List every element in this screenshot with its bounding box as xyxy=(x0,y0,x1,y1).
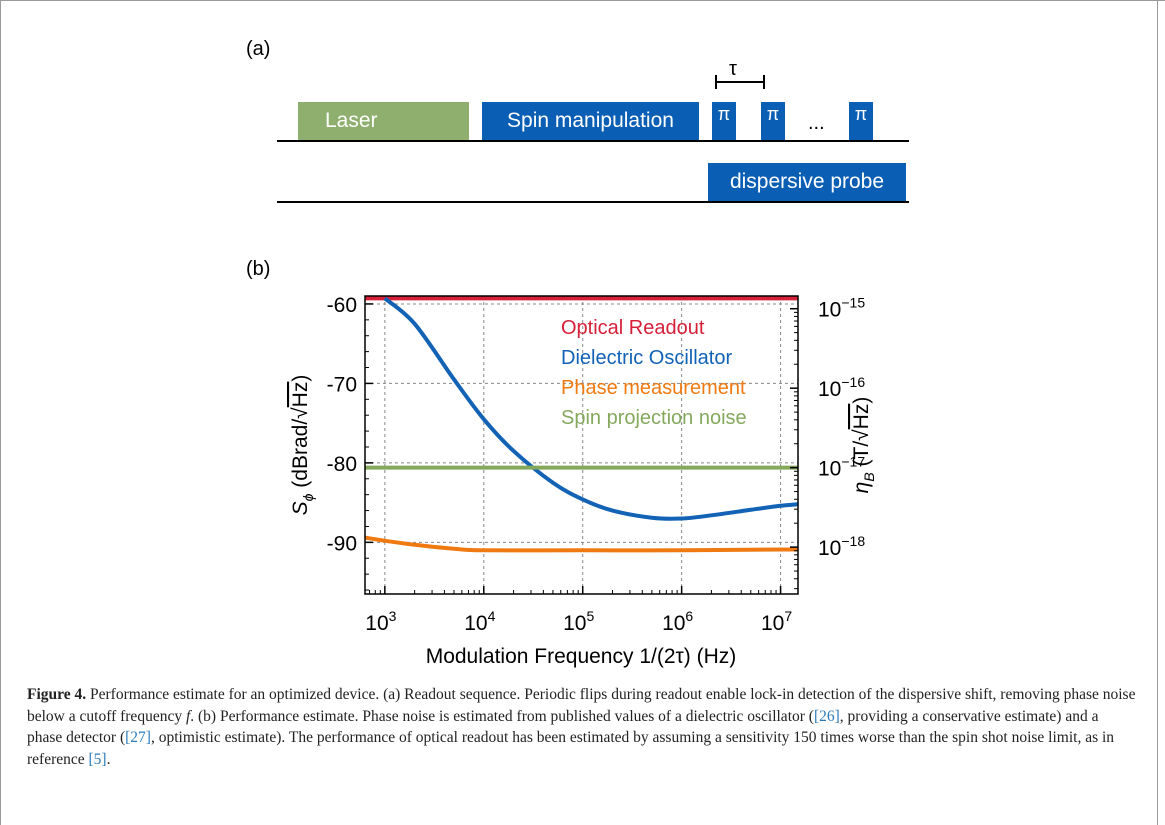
figure-caption: Figure 4. Performance estimate for an op… xyxy=(27,684,1137,770)
pi-pulse-1: π xyxy=(712,102,736,140)
sequence-line-lower xyxy=(277,201,909,203)
spin-manipulation-block: Spin manipulation xyxy=(482,102,699,140)
caption-text-2: . (b) Performance estimate. Phase noise … xyxy=(190,707,814,725)
tau-bar-left-tick xyxy=(715,75,717,89)
svg-text:ηB (T/√Hz): ηB (T/√Hz) xyxy=(850,397,877,494)
right-tick-label: 10−16 xyxy=(818,374,865,401)
tau-label: τ xyxy=(729,58,737,80)
pi-pulse-3: π xyxy=(849,102,873,140)
panel-b-label: (b) xyxy=(246,258,271,280)
ellipsis: ... xyxy=(808,112,825,134)
caption-text-4: , optimistic estimate). The performance … xyxy=(27,729,1115,768)
performance-chart: 103 104 105 106 107 -60 -70 -80 -90 10−15 10−16 10−… xyxy=(289,294,877,668)
x-tick-label: 106 xyxy=(662,608,693,635)
legend-entry: Spin projection noise xyxy=(561,407,747,429)
x-tick-label: 105 xyxy=(563,608,594,635)
caption-text-1: Performance estimate for an optimized de… xyxy=(27,686,1136,725)
frame-right-border xyxy=(1157,0,1158,825)
right-tick-label: 10−15 xyxy=(818,295,865,322)
y-tick-label: -60 xyxy=(327,294,357,317)
axis-layer: 103 104 105 106 107 -60 -70 -80 -90 10−15 10−16 10−… xyxy=(327,294,866,635)
svg-text:Sϕ (dBrad/√Hz): Sϕ (dBrad/√Hz) xyxy=(289,375,316,516)
legend-entry: Dielectric Oscillator xyxy=(561,347,732,369)
series-line-phase-measurement xyxy=(365,535,798,553)
grid-layer xyxy=(365,296,798,594)
caption-ref-27[interactable]: [27] xyxy=(125,729,151,746)
y-axis-right-label: ηB (T/√Hz) xyxy=(850,397,877,494)
legend-entry: Phase measurement xyxy=(561,377,746,399)
caption-ref-5[interactable]: [5] xyxy=(88,750,107,768)
caption-text-5: . xyxy=(106,750,111,768)
caption-text-3: , providing a conservative estimate) and… xyxy=(27,707,1099,747)
y-tick-label: -80 xyxy=(327,453,357,476)
x-axis-label: Modulation Frequency 1/(2τ) (Hz) xyxy=(426,645,737,668)
y-tick-label: -90 xyxy=(327,532,357,555)
laser-block: Laser xyxy=(298,102,469,140)
tau-bar-right-tick xyxy=(763,75,765,89)
y-tick-label: -70 xyxy=(327,373,357,396)
series-line-dielectric-oscillator xyxy=(383,296,798,521)
right-tick-label: 10−17 xyxy=(818,454,865,481)
x-tick-label: 103 xyxy=(365,608,396,635)
right-tick-label: 10−18 xyxy=(818,533,865,560)
legend-entry: Optical Readout xyxy=(561,317,705,339)
caption-ref-26[interactable]: [26] xyxy=(813,707,840,725)
frame-top-border xyxy=(0,0,1165,1)
pi-pulse-2: π xyxy=(761,102,785,140)
caption-figure-label: Figure 4. xyxy=(27,686,87,703)
caption-f: f xyxy=(185,707,191,725)
tau-bar xyxy=(715,81,765,83)
dispersive-probe-block: dispersive probe xyxy=(708,163,906,201)
y-axis-left-label: Sϕ (dBrad/√Hz) xyxy=(289,375,316,516)
panel-a-label: (a) xyxy=(246,38,271,60)
frame-left-border xyxy=(0,0,1,825)
x-tick-label: 104 xyxy=(464,608,495,635)
series-layer xyxy=(365,296,798,553)
legend-layer: Optical Readout Dielectric Oscillator Phas… xyxy=(561,317,747,429)
sequence-line-upper xyxy=(277,140,909,142)
plot-frame xyxy=(364,295,799,595)
x-tick-label: 107 xyxy=(761,608,792,635)
